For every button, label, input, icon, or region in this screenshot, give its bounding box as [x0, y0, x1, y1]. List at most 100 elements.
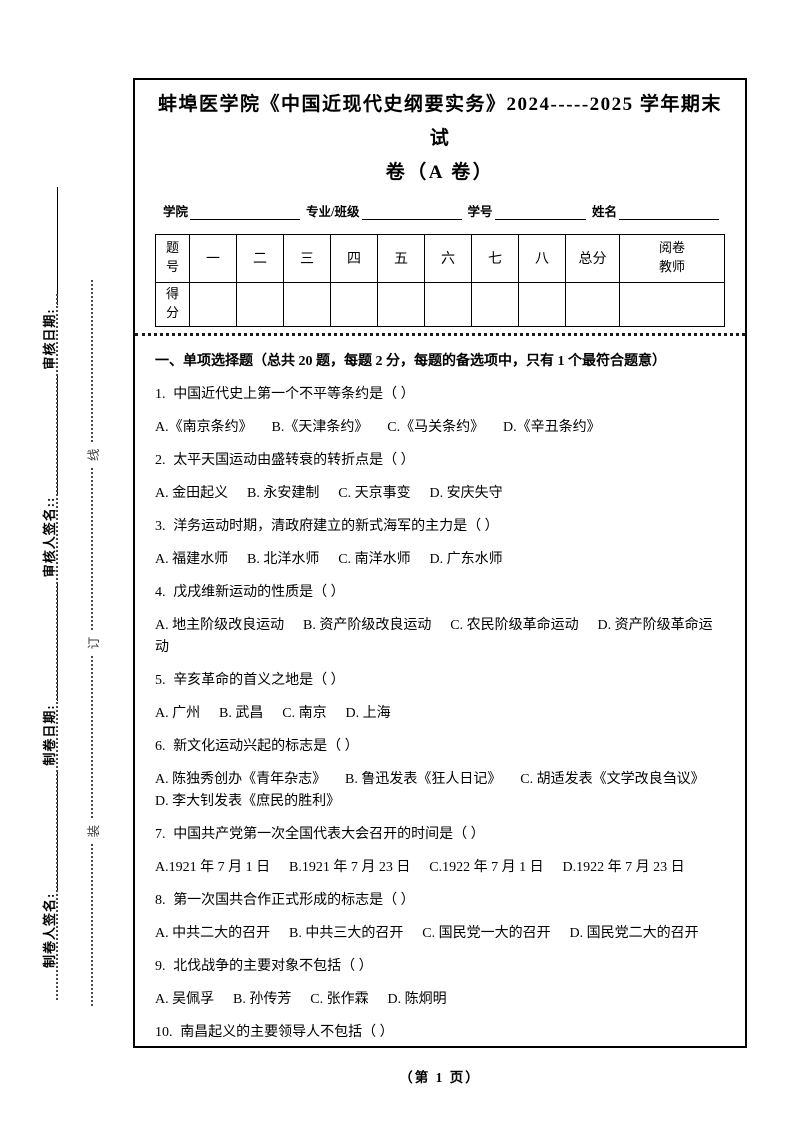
question-number: 2. — [155, 452, 166, 468]
score-table-score-row: 得分 — [155, 281, 725, 327]
binding-char-ding: 订 — [86, 636, 101, 650]
college-field: 学院 — [163, 201, 306, 220]
question-block: 8. 第一次国共合作正式形成的标志是（ ） A. 中共二大的召开 B. 中共三大的召… — [155, 890, 725, 945]
question-text: 辛亥革命的首义之地是（ ） — [173, 672, 345, 688]
option: B. 鲁迅发表《狂人日记》 — [345, 771, 502, 787]
score-cell — [565, 281, 620, 327]
question-line: 9. 北伐战争的主要对象不包括（ ） — [155, 956, 725, 978]
page-number: （第 1 页） — [399, 1070, 481, 1085]
option: D. 李大钊发表《庶民的胜利》 — [155, 793, 341, 809]
exam-title-line2: 卷（A 卷） — [385, 162, 495, 184]
score-table-header-row: 题号 一 二 三 四 五 六 七 八 总分 阅卷教师 — [155, 233, 725, 283]
option: A.1921 年 7 月 1 日 — [155, 859, 271, 875]
score-col-total: 总分 — [565, 233, 620, 283]
exam-frame: 蚌埠医学院《中国近现代史纲要实务》2024-----2025 学年期末试 卷（A… — [133, 78, 747, 1048]
question-text: 南昌起义的主要领导人不包括（ ） — [180, 1024, 394, 1040]
question-line: 7. 中国共产党第一次全国代表大会召开的时间是（ ） — [155, 824, 725, 846]
option: B.1921 年 7 月 23 日 — [289, 859, 411, 875]
question-number: 8. — [155, 892, 166, 908]
option: C. 南洋水师 — [338, 551, 411, 567]
section-heading: 一、单项选择题（总共 20 题，每题 2 分，每题的备选项中，只有 1 个最符合… — [155, 353, 666, 369]
option: C. 胡适发表《文学改良刍议》 — [520, 771, 705, 787]
option: A. 中共二大的召开 — [155, 925, 271, 941]
question-text: 第一次国共合作正式形成的标志是（ ） — [173, 892, 415, 908]
college-blank — [190, 205, 301, 220]
option: A.《南京条约》 — [155, 419, 253, 435]
question-text: 中国近代史上第一个不平等条约是（ ） — [173, 386, 415, 402]
question-block: 6. 新文化运动兴起的标志是（ ） A. 陈独秀创办《青年杂志》 B. 鲁迅发表《狂… — [155, 736, 725, 813]
option: C.1922 年 7 月 1 日 — [429, 859, 544, 875]
question-number: 4. — [155, 584, 166, 600]
score-cell — [471, 281, 519, 327]
score-cell — [330, 281, 378, 327]
question-options: A.1921 年 7 月 1 日 B.1921 年 7 月 23 日 C.1922 … — [155, 857, 725, 879]
question-line: 2. 太平天国运动由盛转衰的转折点是（ ） — [155, 450, 725, 472]
question-block: 7. 中国共产党第一次全国代表大会召开的时间是（ ） A.1921 年 7 月 1… — [155, 824, 725, 879]
score-col-5: 五 — [377, 233, 425, 283]
score-row-label: 得分 — [155, 281, 190, 327]
option: D. 国民党二大的召开 — [569, 925, 699, 941]
question-line: 10. 南昌起义的主要领导人不包括（ ） — [155, 1022, 725, 1044]
question-options: A. 地主阶级改良运动 B. 资产阶级改良运动 C. 农民阶级革命运动 D. 资产阶级… — [155, 615, 725, 659]
question-block: 3. 洋务运动时期，清政府建立的新式海军的主力是（ ） A. 福建水师 B. 北洋水… — [155, 516, 725, 571]
binding-dotted-segment — [91, 468, 93, 630]
score-col-6: 六 — [424, 233, 472, 283]
option: C. 南京 — [282, 705, 327, 721]
question-options: A. 福建水师 B. 北洋水师 C. 南洋水师 D. 广东水师 — [155, 549, 725, 571]
student-id-blank — [494, 205, 586, 220]
option: D. 陈炯明 — [387, 991, 447, 1007]
question-number: 1. — [155, 386, 166, 402]
name-blank — [619, 205, 719, 220]
binding-char-xian: 线 — [86, 448, 101, 462]
option: D. 广东水师 — [429, 551, 503, 567]
option: A. 福建水师 — [155, 551, 229, 567]
score-col-3: 三 — [283, 233, 331, 283]
binding-dotted-segment — [91, 844, 93, 1006]
question-line: 6. 新文化运动兴起的标志是（ ） — [155, 736, 725, 758]
question-number: 10. — [155, 1024, 173, 1040]
student-id-label: 学号 — [467, 204, 493, 219]
question-block: 9. 北伐战争的主要对象不包括（ ） A. 吴佩孚 B. 孙传芳 C. 张作霖 D. 陈… — [155, 956, 725, 1011]
option: B. 永安建制 — [247, 485, 320, 501]
question-line: 3. 洋务运动时期，清政府建立的新式海军的主力是（ ） — [155, 516, 725, 538]
option: D. 安庆失守 — [429, 485, 503, 501]
question-line: 4. 戊戌维新运动的性质是（ ） — [155, 582, 725, 604]
option: C. 天京事变 — [338, 485, 411, 501]
question-text: 北伐战争的主要对象不包括（ ） — [173, 958, 373, 974]
option: B. 资产阶级改良运动 — [303, 617, 432, 633]
option: B.《天津条约》 — [271, 419, 369, 435]
option: C. 张作霖 — [310, 991, 369, 1007]
question-block: 4. 戊戌维新运动的性质是（ ） A. 地主阶级改良运动 B. 资产阶级改良运动 C.… — [155, 582, 725, 659]
question-text: 戊戌维新运动的性质是（ ） — [173, 584, 345, 600]
score-cell — [377, 281, 425, 327]
option: A. 地主阶级改良运动 — [155, 617, 285, 633]
major-class-label: 专业/班级 — [306, 204, 360, 219]
dotted-separator — [135, 332, 745, 336]
option: B. 中共三大的召开 — [289, 925, 404, 941]
score-cell — [236, 281, 284, 327]
question-options: A. 广州 B. 武昌 C. 南京 D. 上海 — [155, 703, 725, 725]
exam-title-line1: 蚌埠医学院《中国近现代史纲要实务》2024-----2025 学年期末试 — [158, 94, 722, 150]
major-class-blank — [361, 205, 462, 220]
question-options: A. 中共二大的召开 B. 中共三大的召开 C. 国民党一大的召开 D. 国民党二大的… — [155, 923, 725, 945]
fold-dotted-line — [56, 294, 58, 1000]
question-text: 新文化运动兴起的标志是（ ） — [173, 738, 359, 754]
question-text: 中国共产党第一次全国代表大会召开的时间是（ ） — [173, 826, 485, 842]
option: B. 北洋水师 — [247, 551, 320, 567]
question-block: 5. 辛亥革命的首义之地是（ ） A. 广州 B. 武昌 C. 南京 D. 上海 — [155, 670, 725, 725]
score-col-1: 一 — [189, 233, 237, 283]
score-cell — [283, 281, 331, 327]
question-number: 9. — [155, 958, 166, 974]
question-block: 10. 南昌起义的主要领导人不包括（ ） — [155, 1022, 725, 1044]
score-cell — [189, 281, 237, 327]
question-options: A. 陈独秀创办《青年杂志》 B. 鲁迅发表《狂人日记》 C. 胡适发表《文学改良刍… — [155, 769, 725, 813]
college-label: 学院 — [163, 204, 189, 219]
score-col-4: 四 — [330, 233, 378, 283]
option: C. 国民党一大的召开 — [422, 925, 551, 941]
question-block: 2. 太平天国运动由盛转衰的转折点是（ ） A. 金田起义 B. 永安建制 C. 天京… — [155, 450, 725, 505]
option: D.1922 年 7 月 23 日 — [562, 859, 685, 875]
score-cell — [424, 281, 472, 327]
score-cell — [518, 281, 566, 327]
question-options: A. 吴佩孚 B. 孙传芳 C. 张作霖 D. 陈炯明 — [155, 989, 725, 1011]
